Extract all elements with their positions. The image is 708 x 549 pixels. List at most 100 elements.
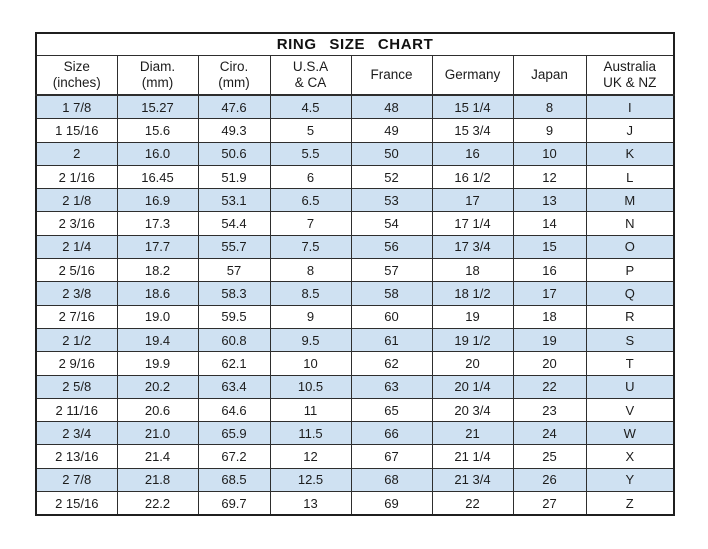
table-cell: W xyxy=(585,421,675,446)
table-cell: J xyxy=(585,118,675,143)
table-cell: U xyxy=(585,374,675,399)
chart-title: RING SIZE CHART xyxy=(35,32,675,56)
table-row: 2 7/16 19.0 59.5 9 60 19 18 R xyxy=(35,304,675,329)
table-cell: X xyxy=(585,444,675,469)
table-cell: 19 1/2 xyxy=(431,327,514,353)
table-cell: 17 xyxy=(431,188,514,213)
table-cell: O xyxy=(585,234,675,260)
table-cell: 49.3 xyxy=(197,118,271,143)
table-cell: 62 xyxy=(350,351,433,376)
header-cell: U.S.A & CA xyxy=(269,55,352,96)
header-cell: Australia UK & NZ xyxy=(585,55,675,96)
table-cell: Q xyxy=(585,281,675,306)
table-cell: 47.6 xyxy=(197,94,271,120)
table-row: 2 1/2 19.4 60.8 9.5 61 19 1/2 19 S xyxy=(35,327,675,353)
table-row: 2 15/16 22.2 69.7 13 69 22 27 Z xyxy=(35,491,675,516)
table-cell: 19.4 xyxy=(116,327,199,353)
table-row: 2 13/16 21.4 67.2 12 67 21 1/4 25 X xyxy=(35,444,675,469)
table-cell: 12 xyxy=(512,164,587,190)
table-cell: 50 xyxy=(350,141,433,166)
table-cell: 17.3 xyxy=(116,211,199,236)
table-cell: 15.6 xyxy=(116,118,199,143)
table-cell: 63 xyxy=(350,374,433,399)
table-row: 1 7/8 15.27 47.6 4.5 48 15 1/4 8 I xyxy=(35,94,675,120)
table-cell: 2 15/16 xyxy=(35,491,118,516)
table-row: 2 1/16 16.45 51.9 6 52 16 1/2 12 L xyxy=(35,164,675,190)
table-cell: 17 xyxy=(512,281,587,306)
table-cell: 54 xyxy=(350,211,433,236)
table-cell: I xyxy=(585,94,675,120)
table-cell: L xyxy=(585,164,675,190)
table-cell: 2 5/16 xyxy=(35,258,118,283)
table-cell: 2 1/8 xyxy=(35,188,118,213)
table-cell: 22.2 xyxy=(116,491,199,516)
table-cell: 21 xyxy=(431,421,514,446)
table-cell: 4.5 xyxy=(269,94,352,120)
table-cell: 18.6 xyxy=(116,281,199,306)
table-cell: 53 xyxy=(350,188,433,213)
table-cell: 2 9/16 xyxy=(35,351,118,376)
table-cell: 61 xyxy=(350,327,433,353)
table-cell: 20.6 xyxy=(116,397,199,423)
table-cell: 17 3/4 xyxy=(431,234,514,260)
header-cell: Ciro. (mm) xyxy=(197,55,271,96)
table-cell: 13 xyxy=(512,188,587,213)
table-cell: 17 1/4 xyxy=(431,211,514,236)
table-cell: 18 1/2 xyxy=(431,281,514,306)
table-cell: 16.45 xyxy=(116,164,199,190)
table-cell: 69.7 xyxy=(197,491,271,516)
header-cell: France xyxy=(350,55,433,96)
table-cell: K xyxy=(585,141,675,166)
table-cell: 67.2 xyxy=(197,444,271,469)
table-cell: 7.5 xyxy=(269,234,352,260)
table-cell: 11 xyxy=(269,397,352,423)
header-cell: Japan xyxy=(512,55,587,96)
table-cell: 58.3 xyxy=(197,281,271,306)
header-cell: Germany xyxy=(431,55,514,96)
table-cell: 20 xyxy=(512,351,587,376)
table-cell: V xyxy=(585,397,675,423)
table-cell: 2 3/4 xyxy=(35,421,118,446)
table-cell: 65.9 xyxy=(197,421,271,446)
table-cell: 52 xyxy=(350,164,433,190)
table-cell: 2 1/4 xyxy=(35,234,118,260)
table-cell: 15 3/4 xyxy=(431,118,514,143)
table-cell: 18 xyxy=(512,304,587,329)
table-cell: P xyxy=(585,258,675,283)
table-row: 2 5/8 20.2 63.4 10.5 63 20 1/4 22 U xyxy=(35,374,675,399)
table-cell: 16 xyxy=(431,141,514,166)
table-cell: 62.1 xyxy=(197,351,271,376)
table-row: 2 1/4 17.7 55.7 7.5 56 17 3/4 15 O xyxy=(35,234,675,260)
table-cell: 8 xyxy=(269,258,352,283)
table-cell: 49 xyxy=(350,118,433,143)
table-cell: 67 xyxy=(350,444,433,469)
table-cell: 56 xyxy=(350,234,433,260)
table-cell: 21.4 xyxy=(116,444,199,469)
table-cell: 19.9 xyxy=(116,351,199,376)
table-row: 2 3/16 17.3 54.4 7 54 17 1/4 14 N xyxy=(35,211,675,236)
table-cell: 57 xyxy=(197,258,271,283)
table-cell: 15.27 xyxy=(116,94,199,120)
table-cell: 9.5 xyxy=(269,327,352,353)
table-cell: 12 xyxy=(269,444,352,469)
table-cell: 27 xyxy=(512,491,587,516)
table-cell: 19 xyxy=(431,304,514,329)
table-cell: 48 xyxy=(350,94,433,120)
table-cell: 69 xyxy=(350,491,433,516)
table-cell: 65 xyxy=(350,397,433,423)
table-cell: 2 1/16 xyxy=(35,164,118,190)
table-cell: 1 15/16 xyxy=(35,118,118,143)
table-cell: 2 11/16 xyxy=(35,397,118,423)
table-cell: 15 xyxy=(512,234,587,260)
table-row: 1 15/16 15.6 49.3 5 49 15 3/4 9 J xyxy=(35,118,675,143)
table-cell: 60.8 xyxy=(197,327,271,353)
table-cell: 2 3/8 xyxy=(35,281,118,306)
table-cell: 5 xyxy=(269,118,352,143)
table-cell: R xyxy=(585,304,675,329)
ring-size-table: RING SIZE CHART Size (inches) Diam. (mm) Cir… xyxy=(35,32,676,517)
table-body: 1 7/8 15.27 47.6 4.5 48 15 1/4 8 I 1 15/16 15.6 49… xyxy=(35,94,675,516)
table-cell: 10 xyxy=(269,351,352,376)
table-cell: 20 1/4 xyxy=(431,374,514,399)
table-cell: Z xyxy=(585,491,675,516)
